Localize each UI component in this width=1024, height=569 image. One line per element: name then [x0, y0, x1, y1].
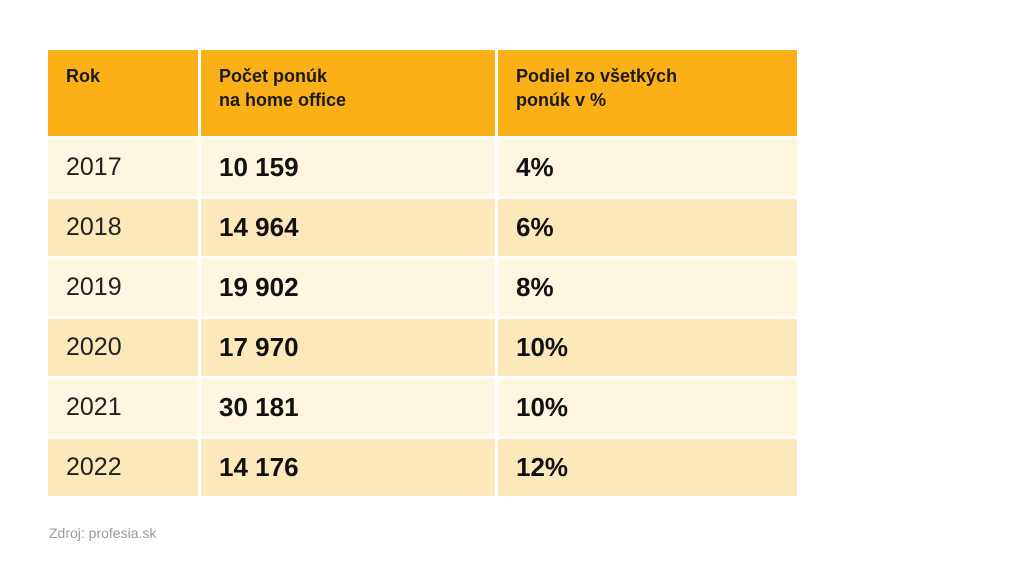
header-label-count: Počet ponúk na home office — [219, 66, 347, 110]
year-cell: 2020 — [48, 319, 201, 376]
year-cell: 2021 — [48, 379, 201, 436]
table-row: 2018 14 964 6% — [48, 199, 797, 259]
source-note: Zdroj: profesia.sk — [49, 525, 157, 541]
share-cell: 10% — [516, 332, 569, 362]
count-cell: 19 902 — [201, 259, 498, 316]
share-cell: 4% — [516, 152, 554, 182]
share-cell: 12% — [516, 452, 569, 482]
share-cell: 8% — [516, 272, 554, 302]
table-row: 2020 17 970 10% — [48, 319, 797, 379]
header-cell-share: Podiel zo všetkých ponúk v % — [498, 50, 797, 136]
table-row: 2021 30 181 10% — [48, 379, 797, 439]
year-cell: 2022 — [48, 439, 201, 496]
count-cell: 14 964 — [201, 199, 498, 256]
header-label-share: Podiel zo všetkých ponúk v % — [516, 66, 678, 110]
header-label-year: Rok — [66, 66, 101, 86]
year-cell: 2018 — [48, 199, 201, 256]
count-cell: 10 159 — [201, 139, 498, 196]
table-row: 2022 14 176 12% — [48, 439, 797, 496]
header-cell-count: Počet ponúk na home office — [201, 50, 498, 136]
count-cell: 30 181 — [201, 379, 498, 436]
count-cell: 14 176 — [201, 439, 498, 496]
table-row: 2019 19 902 8% — [48, 259, 797, 319]
data-table: Rok Počet ponúk na home office Podiel zo… — [48, 50, 797, 496]
count-cell: 17 970 — [201, 319, 498, 376]
share-cell: 6% — [516, 212, 554, 242]
header-cell-year: Rok — [48, 50, 201, 136]
year-cell: 2019 — [48, 259, 201, 316]
table-row: 2017 10 159 4% — [48, 139, 797, 199]
year-cell: 2017 — [48, 139, 201, 196]
table-header-row: Rok Počet ponúk na home office Podiel zo… — [48, 50, 797, 139]
share-cell: 10% — [516, 392, 569, 422]
